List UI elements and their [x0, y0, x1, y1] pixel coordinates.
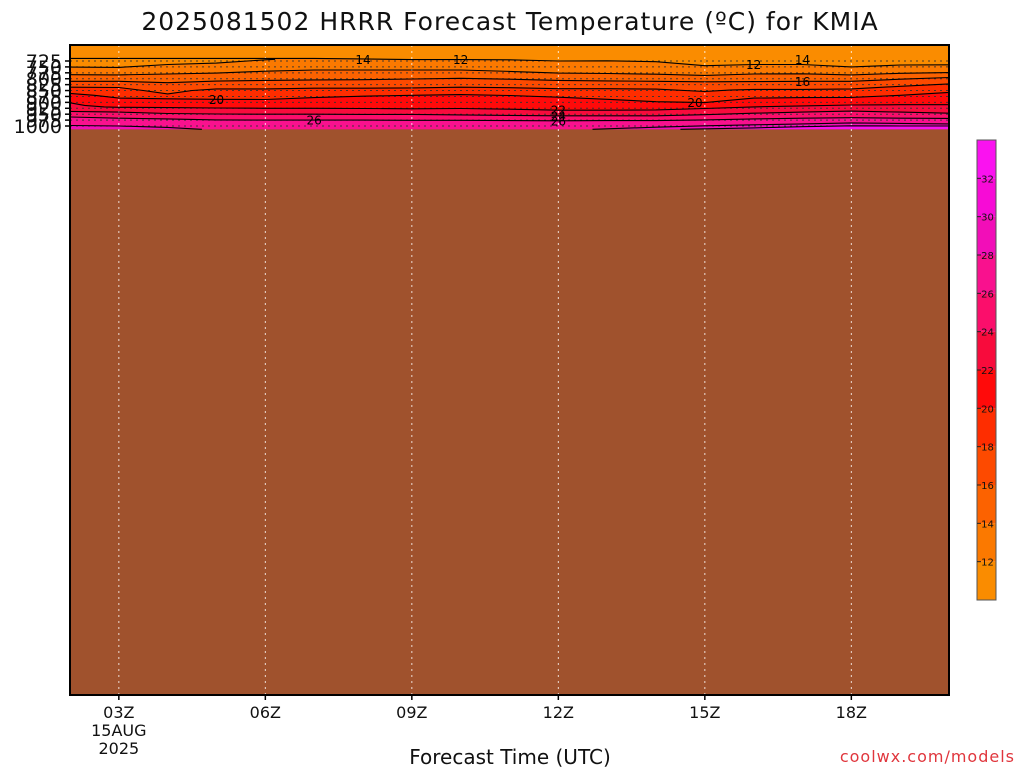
y-tick-label: 750: [26, 57, 62, 79]
contour-line-14: [70, 58, 276, 68]
y-tick-label: 950: [26, 104, 62, 126]
colorbar-segment: [977, 370, 996, 409]
x-tick-label: 18Z: [836, 703, 867, 722]
y-tick-label: 900: [26, 92, 62, 114]
contour-line-18: [70, 83, 949, 95]
y-tick-label: 925: [26, 98, 62, 120]
contour-label: 20: [209, 93, 224, 107]
contour-label: 12: [453, 53, 468, 67]
contour-line-14: [70, 69, 949, 76]
y-tick-label: 775: [26, 63, 62, 85]
x-tick-label: 03Z: [103, 703, 134, 722]
colorbar-label: 12: [981, 558, 994, 569]
colorbar-label: 26: [981, 289, 994, 300]
colorbar-label: 18: [981, 443, 994, 454]
ground-surface: [70, 129, 949, 695]
colorbar-label: 22: [981, 366, 994, 377]
contour-label: 22: [551, 104, 566, 118]
colorbar-segment: [977, 178, 996, 217]
y-tick-label: 975: [26, 110, 62, 132]
x-axis-label: Forecast Time (UTC): [409, 745, 611, 768]
contour-line-20: [70, 91, 949, 104]
x-tick-label: 12Z: [543, 703, 574, 722]
y-tick-label: 725: [26, 51, 62, 73]
colorbar-segment: [977, 523, 996, 562]
contour-line-26: [70, 116, 949, 122]
y-tick-label: 825: [26, 75, 62, 97]
contour-label: 26: [307, 114, 322, 128]
contour-line-28: [592, 122, 949, 130]
chart-title: 2025081502 HRRR Forecast Temperature (ºC…: [141, 7, 878, 36]
contour-label: 26: [551, 114, 566, 128]
colorbar-segment: [977, 446, 996, 485]
colorbar-segment: [977, 216, 996, 255]
x-tick-label: 06Z: [250, 703, 281, 722]
colorbar-segment: [977, 561, 996, 600]
colorbar-label: 14: [981, 519, 994, 530]
colorbar-label: 28: [981, 251, 994, 262]
contour-line-30: [680, 125, 949, 130]
y-tick-label: 800: [26, 69, 62, 91]
colorbar-segment: [977, 293, 996, 332]
colorbar-label: 24: [981, 328, 994, 339]
colorbar-segment: [977, 331, 996, 370]
y-tick-label: 875: [26, 86, 62, 108]
colorbar-label: 30: [981, 213, 994, 224]
colorbar-segment: [977, 485, 996, 524]
contour-label: 12: [746, 58, 761, 72]
plot-frame: [69, 44, 950, 696]
contour-line-28: [70, 124, 202, 130]
colorbar-label: 32: [981, 174, 994, 185]
contour-label: 16: [795, 75, 810, 89]
x-date-label: 2025: [98, 739, 139, 758]
x-tick-label: 09Z: [396, 703, 427, 722]
contour-line-24: [70, 110, 949, 117]
x-date-label: 15AUG: [91, 721, 146, 740]
y-tick-label: 850: [26, 81, 62, 103]
colorbar-label: 16: [981, 481, 994, 492]
colorbar-segment: [977, 408, 996, 447]
contour-line-22: [70, 102, 949, 111]
contour-label: 20: [687, 96, 702, 110]
contour-line-16: [70, 76, 949, 84]
contour-line-12: [70, 57, 949, 68]
x-tick-label: 15Z: [689, 703, 720, 722]
colorbar-segment: [977, 255, 996, 294]
colorbar-segment: [977, 140, 996, 179]
contour-label: 24: [551, 109, 566, 123]
y-tick-label: 1000: [14, 116, 62, 138]
credit-text: coolwx.com/models: [840, 747, 1015, 766]
colorbar-label: 20: [981, 404, 994, 415]
contour-label: 14: [795, 53, 810, 67]
contour-label: 14: [355, 53, 370, 67]
